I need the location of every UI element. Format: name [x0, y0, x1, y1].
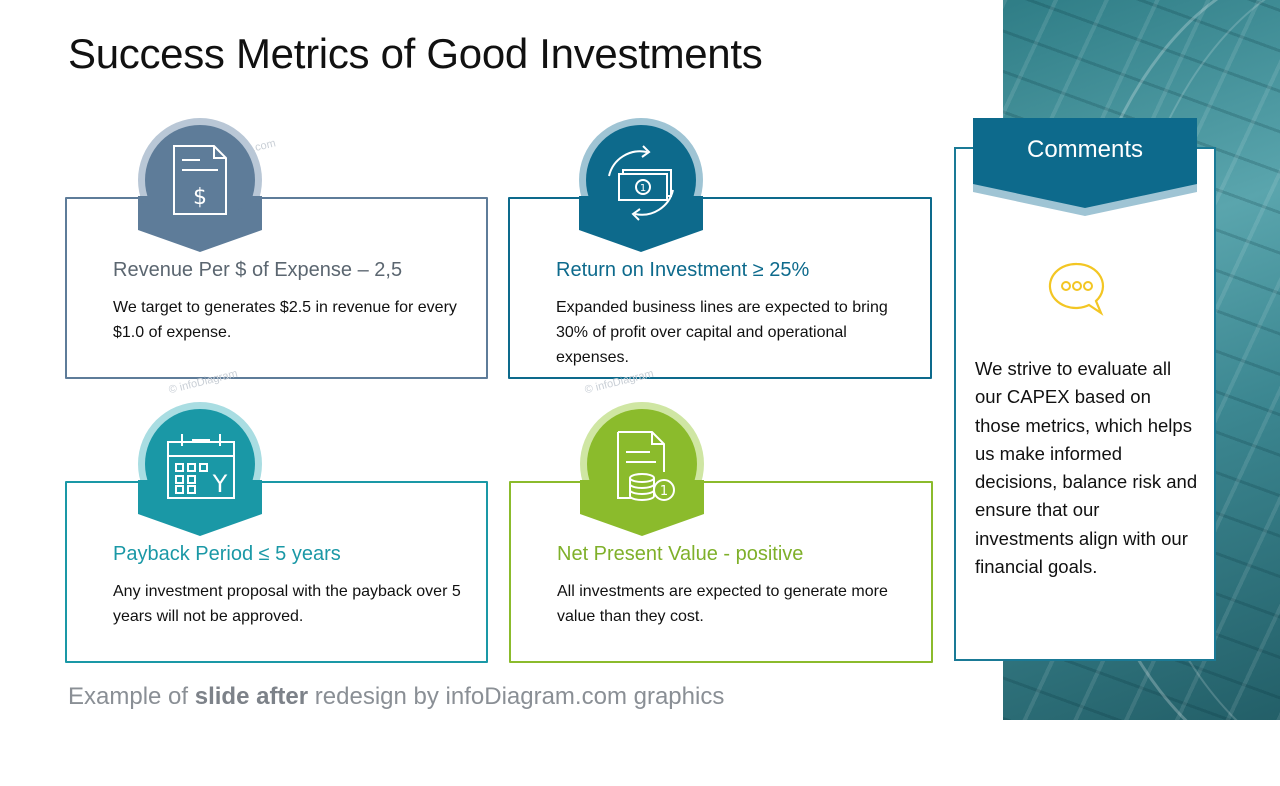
- metric-card-payback: Payback Period ≤ 5 years Any investment …: [65, 481, 488, 663]
- metric-description: Expanded business lines are expected to …: [556, 299, 888, 366]
- svg-text:1: 1: [660, 484, 668, 499]
- money-cycle-icon: 1: [579, 118, 703, 252]
- metric-heading: Payback Period ≤ 5 years: [113, 543, 341, 565]
- calendar-year-icon: Y: [138, 402, 262, 536]
- metric-description: We target to generates $2.5 in revenue f…: [113, 299, 457, 341]
- footer-prefix: Example of: [68, 683, 195, 710]
- footer-bold: slide after: [194, 683, 309, 710]
- footer-caption: Example of slide after redesign by infoD…: [68, 683, 724, 711]
- slide-title: Success Metrics of Good Investments: [68, 30, 763, 77]
- metric-heading: Net Present Value - positive: [557, 543, 804, 565]
- svg-text:1: 1: [640, 183, 646, 194]
- metric-heading: Revenue Per $ of Expense – 2,5: [113, 259, 403, 281]
- comments-title: Comments: [1026, 136, 1144, 163]
- metric-description: All investments are expected to generate…: [557, 583, 888, 625]
- metric-card-roi: Return on Investment ≥ 25% Expanded busi…: [508, 197, 932, 379]
- footer-suffix: redesign by infoDiagram.com graphics: [308, 683, 725, 710]
- document-coins-icon: 1: [580, 402, 704, 536]
- metric-card-npv: Net Present Value - positive All investm…: [509, 481, 933, 663]
- comments-panel: [954, 147, 1216, 661]
- metric-heading: Return on Investment ≥ 25%: [556, 259, 810, 281]
- svg-text:Y: Y: [212, 470, 228, 498]
- metric-description: Any investment proposal with the payback…: [113, 583, 461, 625]
- comments-banner: [973, 118, 1197, 223]
- comments-text: We strive to evaluate all our CAPEX base…: [975, 358, 1198, 578]
- svg-text:$: $: [193, 185, 207, 210]
- metric-card-revenue: Revenue Per $ of Expense – 2,5 We target…: [65, 197, 488, 379]
- document-dollar-icon: $: [138, 118, 262, 252]
- speech-bubble-icon: [1044, 258, 1110, 329]
